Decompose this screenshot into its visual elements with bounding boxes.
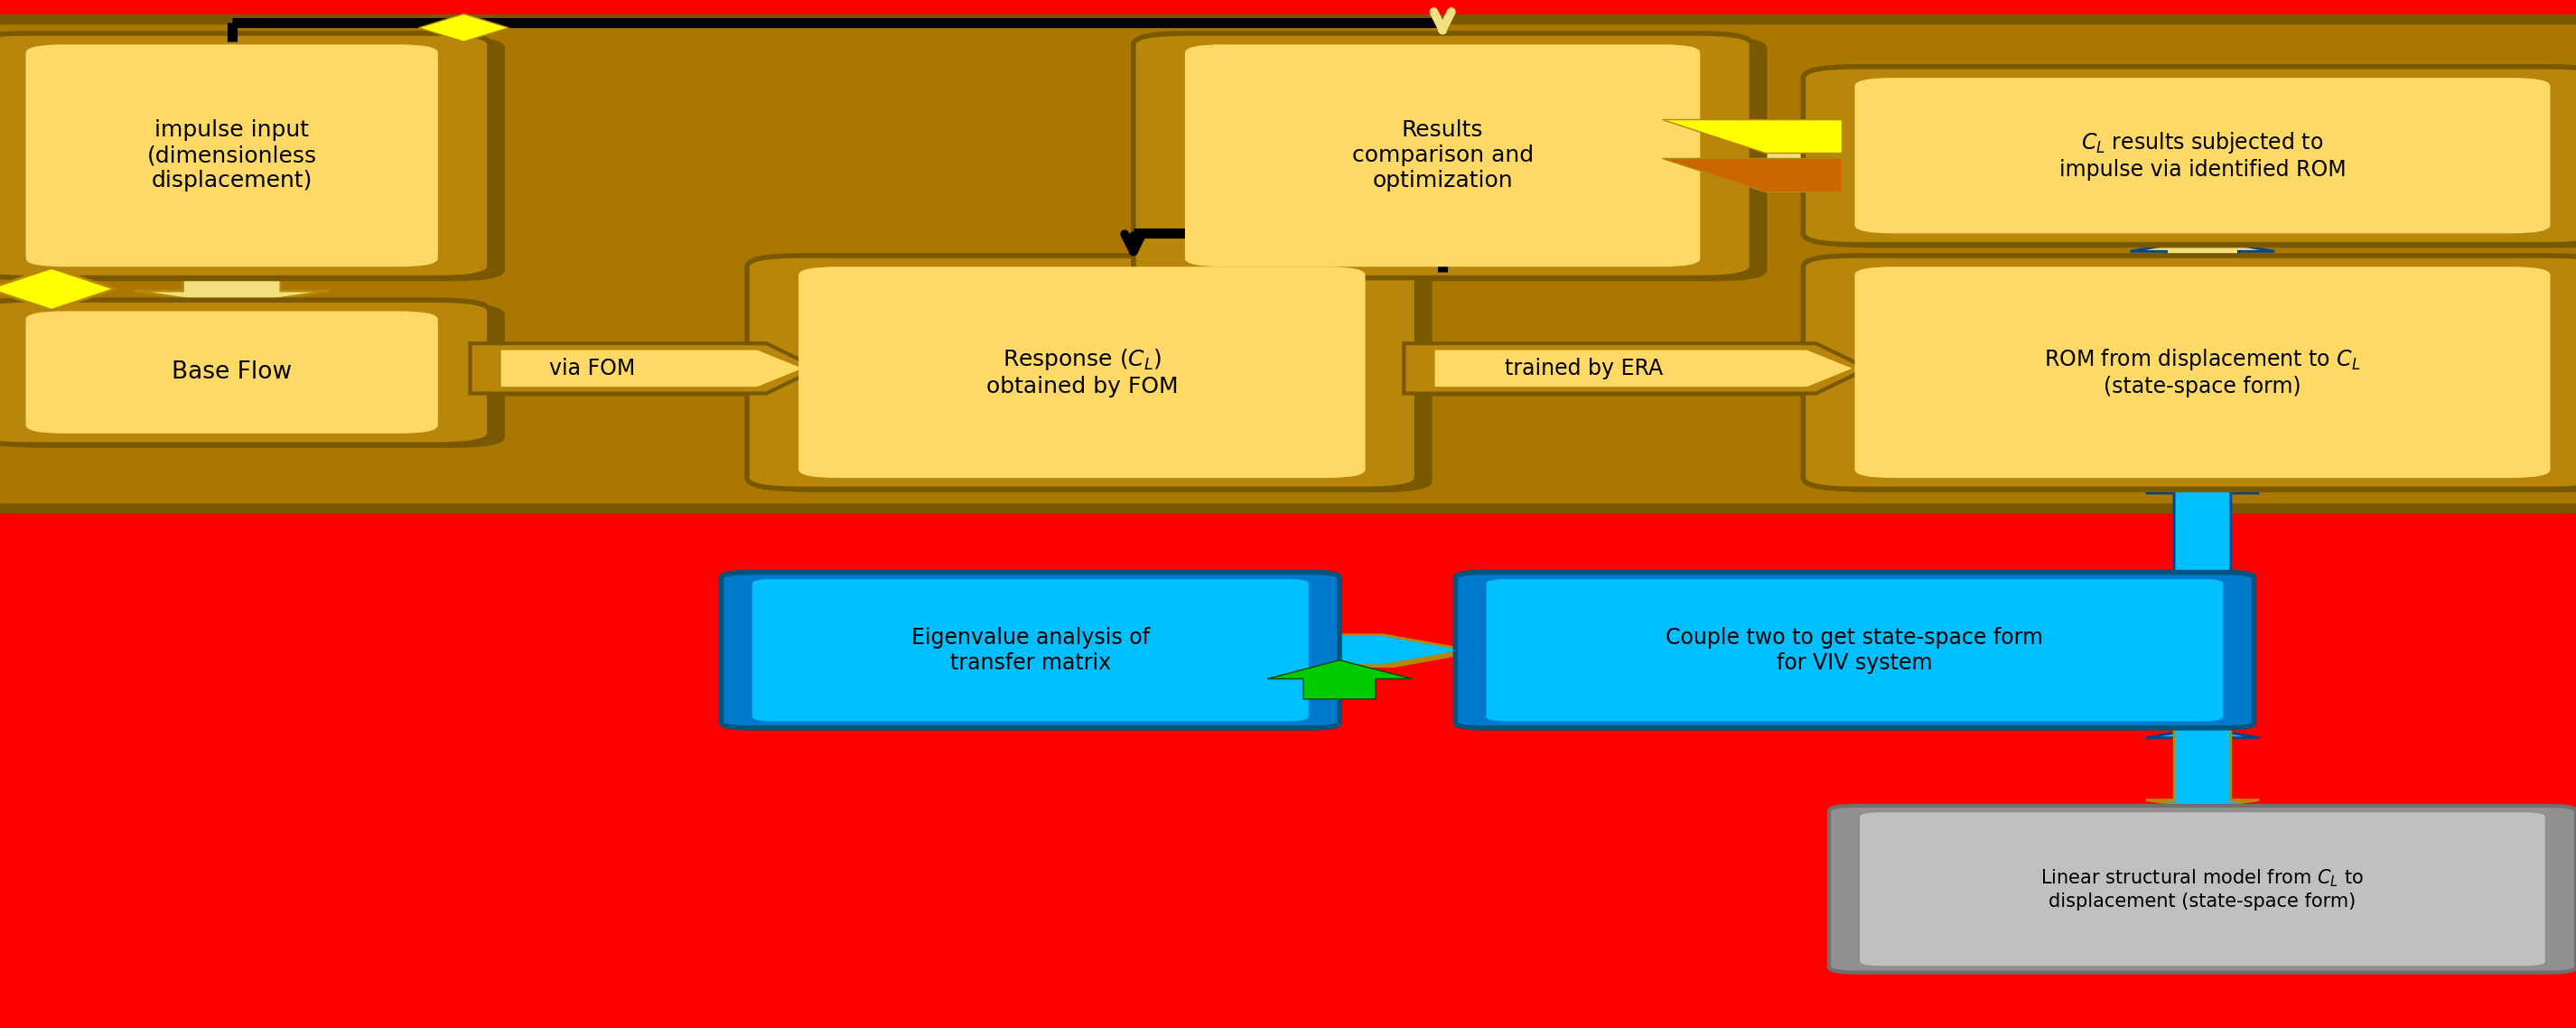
Text: via FOM: via FOM (549, 358, 636, 379)
FancyBboxPatch shape (752, 579, 1309, 722)
Text: impulse input
(dimensionless
displacement): impulse input (dimensionless displacemen… (147, 119, 317, 191)
Polygon shape (1662, 119, 1842, 153)
Polygon shape (2146, 483, 2259, 573)
FancyBboxPatch shape (0, 303, 505, 448)
Text: ROM from displacement to $C_L$
(state-space form): ROM from displacement to $C_L$ (state-sp… (2045, 347, 2360, 398)
Text: Results
comparison and
optimization: Results comparison and optimization (1352, 119, 1533, 191)
FancyBboxPatch shape (0, 300, 489, 444)
Polygon shape (1404, 343, 1868, 394)
FancyBboxPatch shape (0, 37, 505, 282)
FancyBboxPatch shape (721, 573, 1340, 728)
FancyBboxPatch shape (1185, 44, 1700, 266)
FancyBboxPatch shape (1149, 37, 1767, 282)
FancyBboxPatch shape (1803, 256, 2576, 489)
Polygon shape (2130, 238, 2275, 261)
Polygon shape (1327, 635, 1468, 665)
Polygon shape (2146, 725, 2259, 808)
Polygon shape (1388, 358, 1852, 392)
Polygon shape (417, 14, 507, 42)
FancyBboxPatch shape (0, 20, 2576, 509)
FancyBboxPatch shape (1455, 573, 2254, 728)
FancyBboxPatch shape (1860, 812, 2545, 965)
Text: Base Flow: Base Flow (173, 361, 291, 384)
Polygon shape (484, 346, 829, 396)
Polygon shape (1700, 125, 1842, 186)
Polygon shape (0, 268, 116, 310)
Polygon shape (469, 343, 819, 394)
Polygon shape (1267, 660, 1412, 699)
Polygon shape (1378, 356, 1842, 389)
FancyBboxPatch shape (1133, 33, 1752, 278)
Text: Couple two to get state-space form
for VIV system: Couple two to get state-space form for V… (1667, 627, 2043, 673)
FancyBboxPatch shape (747, 256, 1417, 489)
Polygon shape (500, 351, 804, 387)
Text: $C_L$ results subjected to
impulse via identified ROM: $C_L$ results subjected to impulse via i… (2058, 131, 2347, 181)
Polygon shape (451, 356, 786, 389)
FancyBboxPatch shape (762, 259, 1432, 492)
FancyBboxPatch shape (1819, 259, 2576, 492)
FancyBboxPatch shape (26, 44, 438, 266)
Polygon shape (1435, 351, 1852, 387)
Polygon shape (2146, 728, 2259, 806)
FancyBboxPatch shape (26, 311, 438, 434)
FancyBboxPatch shape (1486, 579, 2223, 722)
Text: Linear structural model from $C_L$ to
displacement (state-space form): Linear structural model from $C_L$ to di… (2040, 868, 2365, 910)
FancyBboxPatch shape (1829, 806, 2576, 972)
Text: Response ($C_L$)
obtained by FOM: Response ($C_L$) obtained by FOM (987, 347, 1177, 398)
FancyBboxPatch shape (799, 266, 1365, 478)
FancyBboxPatch shape (1855, 266, 2550, 478)
Text: trained by ERA: trained by ERA (1504, 358, 1664, 379)
Polygon shape (1337, 637, 1479, 667)
FancyBboxPatch shape (1803, 67, 2576, 245)
Polygon shape (1417, 346, 1880, 396)
Polygon shape (1662, 158, 1842, 191)
Polygon shape (461, 358, 796, 392)
Text: Eigenvalue analysis of
transfer matrix: Eigenvalue analysis of transfer matrix (912, 627, 1149, 673)
FancyBboxPatch shape (0, 33, 489, 278)
FancyBboxPatch shape (1855, 78, 2550, 233)
FancyBboxPatch shape (1819, 70, 2576, 248)
Polygon shape (134, 272, 330, 305)
